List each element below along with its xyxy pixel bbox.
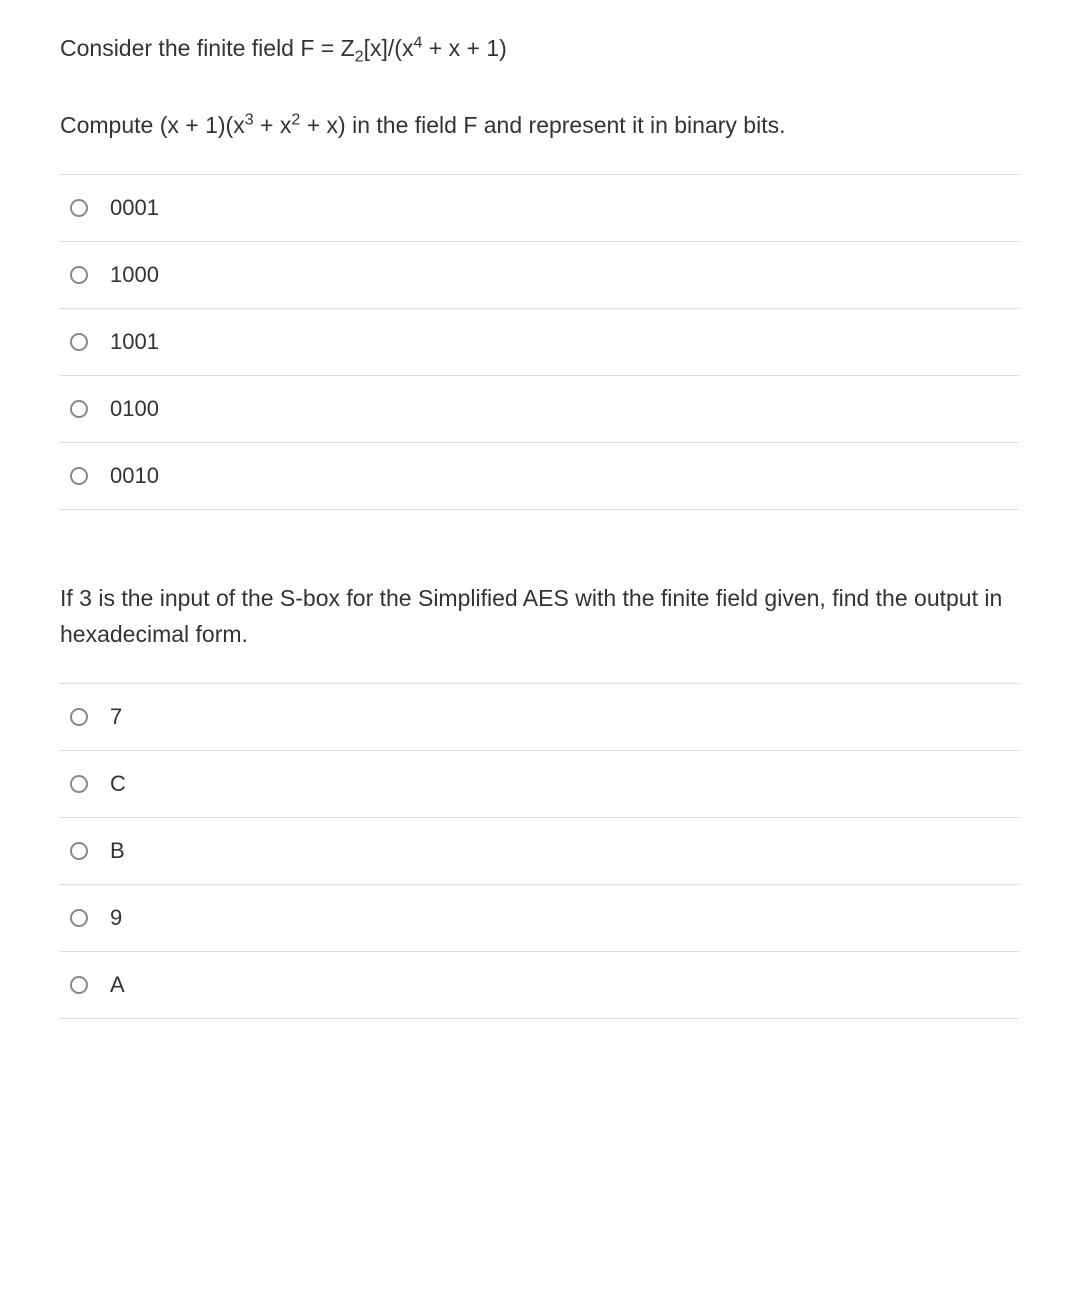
option-row[interactable]: 7 <box>60 683 1019 750</box>
option-row[interactable]: 1001 <box>60 308 1019 375</box>
option-row[interactable]: 0001 <box>60 174 1019 241</box>
option-label: B <box>110 838 125 864</box>
radio-icon[interactable] <box>70 976 88 994</box>
option-label: 9 <box>110 905 122 931</box>
option-label: 0001 <box>110 195 159 221</box>
question-1-prompt: Compute (x + 1)(x3 + x2 + x) in the fiel… <box>60 107 1019 144</box>
option-label: 0100 <box>110 396 159 422</box>
radio-icon[interactable] <box>70 842 88 860</box>
question-1-options: 0001 1000 1001 0100 0010 <box>60 174 1019 510</box>
option-row[interactable]: 0010 <box>60 442 1019 510</box>
question-block-1: Consider the finite field F = Z2[x]/(x4 … <box>60 30 1019 510</box>
radio-icon[interactable] <box>70 333 88 351</box>
option-label: 7 <box>110 704 122 730</box>
radio-icon[interactable] <box>70 400 88 418</box>
option-row[interactable]: 0100 <box>60 375 1019 442</box>
option-row[interactable]: B <box>60 817 1019 884</box>
option-label: 1000 <box>110 262 159 288</box>
preamble-text: Consider the finite field F = Z2[x]/(x4 … <box>60 30 1019 67</box>
option-label: 1001 <box>110 329 159 355</box>
option-row[interactable]: A <box>60 951 1019 1019</box>
radio-icon[interactable] <box>70 467 88 485</box>
question-2-options: 7 C B 9 A <box>60 683 1019 1019</box>
option-label: 0010 <box>110 463 159 489</box>
radio-icon[interactable] <box>70 199 88 217</box>
radio-icon[interactable] <box>70 775 88 793</box>
radio-icon[interactable] <box>70 266 88 284</box>
radio-icon[interactable] <box>70 708 88 726</box>
option-label: A <box>110 972 125 998</box>
option-row[interactable]: 1000 <box>60 241 1019 308</box>
option-row[interactable]: 9 <box>60 884 1019 951</box>
question-2-prompt: If 3 is the input of the S-box for the S… <box>60 580 1019 654</box>
radio-icon[interactable] <box>70 909 88 927</box>
option-row[interactable]: C <box>60 750 1019 817</box>
option-label: C <box>110 771 126 797</box>
question-block-2: If 3 is the input of the S-box for the S… <box>60 580 1019 1020</box>
